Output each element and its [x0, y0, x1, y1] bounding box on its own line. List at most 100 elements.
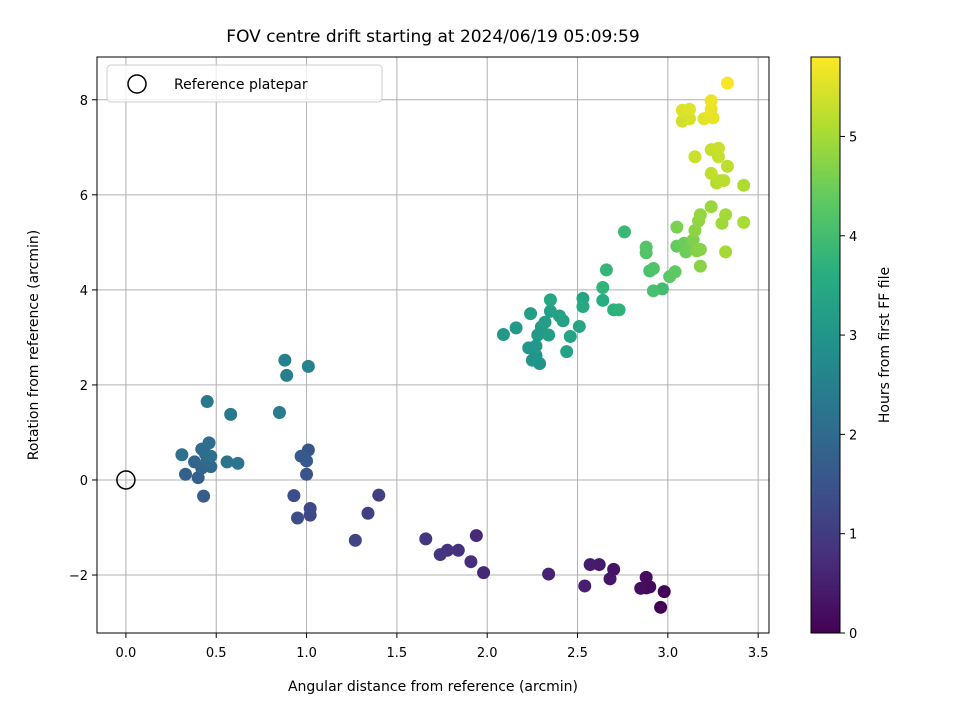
y-axis-ticks: −2 0 2 4 6 8	[69, 94, 97, 584]
data-point	[719, 208, 733, 222]
data-point	[670, 220, 684, 234]
data-point	[646, 284, 660, 298]
data-point	[657, 585, 671, 599]
data-point	[175, 448, 189, 462]
x-tick-label: 1.5	[387, 646, 408, 661]
data-point	[693, 208, 707, 222]
y-tick-label: 2	[80, 379, 88, 394]
data-point	[639, 570, 653, 584]
data-point	[572, 319, 586, 333]
x-tick-label: 2.0	[477, 646, 498, 661]
plot-area: 0.0 0.5 1.0 1.5 2.0 2.5 3.0 3.5 −2 0 2 4 6 8	[69, 56, 770, 661]
data-point	[433, 548, 447, 562]
legend-open-circle-marker	[127, 74, 147, 94]
data-point	[639, 240, 653, 254]
data-point	[231, 456, 245, 470]
data-point	[529, 339, 543, 353]
data-point	[200, 395, 214, 409]
data-point	[688, 150, 702, 164]
y-tick-label: 0	[80, 474, 88, 489]
x-axis-label: Angular distance from reference (arcmin)	[288, 679, 578, 695]
data-point	[291, 511, 305, 525]
colorbar-tick-label: 5	[849, 130, 857, 145]
x-tick-label: 0.5	[206, 646, 227, 661]
x-tick-label: 1.0	[296, 646, 317, 661]
data-point	[496, 328, 510, 342]
legend-box	[106, 64, 383, 103]
data-point	[280, 368, 294, 382]
data-point	[469, 529, 483, 543]
chart-title: FOV centre drift starting at 2024/06/19 …	[226, 27, 639, 47]
data-point	[220, 455, 234, 469]
data-point	[224, 407, 238, 421]
legend-entry-label: Reference platepar	[174, 77, 308, 93]
data-point	[599, 263, 613, 277]
data-point	[737, 215, 751, 229]
data-point	[737, 178, 751, 192]
y-tick-label: 8	[80, 94, 88, 109]
colorbar-tick-label: 4	[849, 230, 857, 245]
data-point	[303, 501, 317, 515]
data-points	[175, 76, 751, 614]
data-point	[603, 572, 617, 586]
colorbar-label: Hours from first FF file	[877, 267, 893, 423]
data-point	[419, 532, 433, 546]
data-point	[683, 112, 697, 126]
data-point	[717, 174, 731, 188]
legend: Reference platepar	[106, 64, 383, 103]
data-point	[711, 141, 725, 155]
colorbar-ticks: 0 1 2 3 4 5	[840, 130, 857, 642]
data-point	[560, 345, 574, 359]
data-point	[204, 449, 218, 463]
colorbar-tick-label: 3	[849, 329, 857, 344]
data-point	[542, 567, 556, 581]
data-point	[646, 261, 660, 275]
data-point	[509, 321, 523, 335]
data-point	[704, 166, 718, 180]
data-point	[596, 293, 610, 307]
data-point	[693, 242, 707, 256]
data-point	[464, 555, 478, 569]
data-point	[538, 315, 552, 329]
data-point	[719, 245, 733, 259]
colorbar-tick-label: 0	[849, 627, 857, 642]
colorbar-tick-label: 2	[849, 428, 857, 443]
data-point	[524, 307, 538, 321]
data-point	[477, 566, 491, 580]
colorbar-gradient	[810, 56, 841, 634]
data-point	[361, 506, 375, 520]
data-point	[583, 558, 597, 572]
x-axis-ticks: 0.0 0.5 1.0 1.5 2.0 2.5 3.0 3.5	[116, 633, 769, 661]
data-point	[668, 265, 682, 279]
data-point	[704, 200, 718, 214]
data-point	[272, 405, 286, 419]
data-point	[563, 329, 577, 343]
data-point	[596, 280, 610, 294]
data-point	[301, 359, 315, 373]
data-point	[287, 489, 301, 503]
data-point	[278, 353, 292, 367]
plot-frame	[96, 56, 770, 634]
reference-platepar-marker	[116, 470, 136, 490]
data-point	[592, 558, 606, 572]
data-point	[683, 102, 697, 116]
y-tick-label: −2	[69, 569, 88, 584]
data-point	[542, 328, 556, 342]
x-tick-label: 3.5	[748, 646, 769, 661]
data-point	[294, 449, 308, 463]
y-tick-label: 6	[80, 189, 88, 204]
colorbar: 0 1 2 3 4 5 Hours from first FF file	[810, 56, 893, 642]
data-point	[556, 314, 570, 328]
data-point	[543, 293, 557, 307]
data-point	[451, 543, 465, 557]
data-point	[348, 533, 362, 547]
colorbar-tick-label: 1	[849, 528, 857, 543]
data-point	[654, 600, 668, 614]
y-tick-label: 4	[80, 284, 88, 299]
data-point	[372, 488, 386, 502]
data-point	[300, 467, 314, 481]
data-point	[612, 303, 626, 317]
x-tick-label: 2.5	[567, 646, 588, 661]
data-point	[197, 489, 211, 503]
